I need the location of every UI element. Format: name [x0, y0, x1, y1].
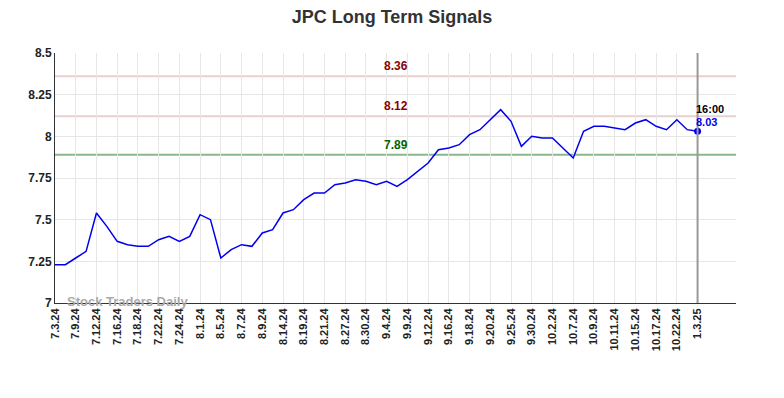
svg-text:8.1.24: 8.1.24 — [194, 308, 206, 339]
svg-text:7.24.24: 7.24.24 — [173, 308, 185, 346]
svg-text:8.14.24: 8.14.24 — [277, 308, 289, 346]
svg-text:7.9.24: 7.9.24 — [69, 308, 81, 339]
svg-text:8.7.24: 8.7.24 — [235, 308, 247, 339]
svg-text:8.5: 8.5 — [35, 46, 52, 60]
svg-text:9.30.24: 9.30.24 — [525, 308, 537, 346]
svg-text:7.89: 7.89 — [384, 138, 408, 152]
svg-text:7.22.24: 7.22.24 — [152, 308, 164, 346]
svg-text:8.12: 8.12 — [384, 99, 408, 113]
svg-text:16:00: 16:00 — [696, 103, 724, 115]
svg-text:Stock Traders Daily: Stock Traders Daily — [67, 294, 188, 309]
svg-text:9.4.24: 9.4.24 — [380, 308, 392, 339]
svg-text:7.5: 7.5 — [35, 213, 52, 227]
svg-text:9.18.24: 9.18.24 — [463, 308, 475, 346]
svg-text:8.25: 8.25 — [28, 88, 52, 102]
svg-text:8.30.24: 8.30.24 — [359, 308, 371, 346]
svg-text:7.75: 7.75 — [28, 171, 52, 185]
svg-text:9.9.24: 9.9.24 — [401, 308, 413, 339]
svg-text:10.2.24: 10.2.24 — [546, 308, 558, 346]
svg-text:10.7.24: 10.7.24 — [567, 308, 579, 346]
svg-text:7.12.24: 7.12.24 — [90, 308, 102, 346]
svg-text:10.22.24: 10.22.24 — [670, 308, 682, 352]
svg-text:10.9.24: 10.9.24 — [588, 308, 600, 346]
svg-text:7: 7 — [45, 296, 52, 310]
svg-text:7.25: 7.25 — [28, 255, 52, 269]
svg-text:7.16.24: 7.16.24 — [111, 308, 123, 346]
svg-text:10.11.24: 10.11.24 — [608, 308, 620, 351]
svg-text:JPC Long Term Signals: JPC Long Term Signals — [292, 7, 493, 27]
svg-text:9.12.24: 9.12.24 — [422, 308, 434, 346]
svg-text:8.27.24: 8.27.24 — [339, 308, 351, 346]
svg-text:7.18.24: 7.18.24 — [131, 308, 143, 346]
svg-text:8.9.24: 8.9.24 — [256, 308, 268, 339]
svg-text:8.5.24: 8.5.24 — [214, 308, 226, 339]
svg-text:8.21.24: 8.21.24 — [318, 308, 330, 346]
svg-text:1.3.25: 1.3.25 — [691, 308, 703, 339]
svg-text:8.03: 8.03 — [696, 116, 717, 128]
svg-text:9.25.24: 9.25.24 — [505, 308, 517, 346]
svg-text:8.36: 8.36 — [384, 59, 408, 73]
svg-text:10.15.24: 10.15.24 — [629, 308, 641, 352]
svg-text:10.17.24: 10.17.24 — [650, 308, 662, 352]
svg-text:8: 8 — [45, 130, 52, 144]
svg-text:8.19.24: 8.19.24 — [297, 308, 309, 346]
svg-text:9.16.24: 9.16.24 — [442, 308, 454, 346]
svg-text:7.3.24: 7.3.24 — [49, 308, 61, 339]
svg-text:9.20.24: 9.20.24 — [484, 308, 496, 346]
